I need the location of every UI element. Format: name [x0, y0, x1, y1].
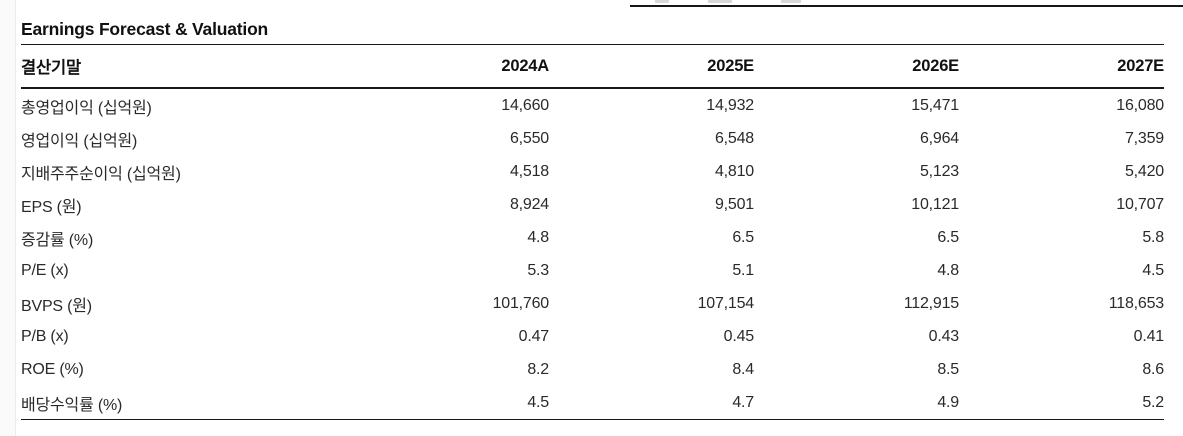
earnings-forecast-table: 결산기말 2024A 2025E 2026E 2027E 총영업이익 (십억원)…: [21, 45, 1164, 420]
cell-value: 118,653: [1108, 294, 1164, 312]
cell-value: 6.5: [732, 228, 754, 246]
table-row: EPS (원) 8,924 9,501 10,121 10,707: [21, 188, 1164, 221]
cell-value: 4.5: [1142, 261, 1164, 279]
cell-value: 6,550: [509, 129, 549, 147]
cell-value: 8.5: [937, 360, 959, 378]
cell-value: 14,660: [501, 96, 549, 114]
row-label: 총영업이익 (십억원): [21, 99, 152, 117]
cell-value: 4.8: [527, 228, 549, 246]
table-row: 배당수익률 (%) 4.5 4.7 4.9 5.2: [21, 386, 1164, 420]
cell-value: 6,548: [714, 129, 754, 147]
row-label: BVPS (원): [21, 297, 92, 315]
cell-value: 107,154: [697, 294, 755, 312]
cell-value: 112,915: [903, 294, 959, 312]
cell-value: 5,420: [1124, 162, 1164, 180]
column-header-2025e: 2025E: [549, 45, 754, 89]
column-header-2026e: 2026E: [754, 45, 959, 89]
row-label: ROE (%): [21, 360, 84, 378]
cell-value: 5.1: [732, 261, 754, 279]
cell-value: 8,924: [509, 195, 549, 213]
cell-value: 10,121: [911, 195, 959, 213]
cell-value: 101,760: [492, 294, 550, 312]
cell-value: 5.8: [1142, 228, 1164, 246]
table-row: 영업이익 (십억원) 6,550 6,548 6,964 7,359: [21, 122, 1164, 155]
table-row: 총영업이익 (십억원) 14,660 14,932 15,471 16,080: [21, 88, 1164, 122]
section-title: Earnings Forecast & Valuation: [21, 19, 1164, 45]
page-left-edge: [0, 0, 16, 436]
cell-value: 14,932: [706, 96, 754, 114]
cell-value: 10,707: [1116, 195, 1164, 213]
table-row: 증감률 (%) 4.8 6.5 6.5 5.8: [21, 221, 1164, 254]
table-row: P/B (x) 0.47 0.45 0.43 0.41: [21, 320, 1164, 353]
cell-value: 5.2: [959, 386, 1164, 420]
cell-value: 4.8: [937, 261, 959, 279]
cell-value: 4,810: [714, 162, 754, 180]
table-row: P/E (x) 5.3 5.1 4.8 4.5: [21, 254, 1164, 287]
row-label: 영업이익 (십억원): [21, 132, 138, 150]
cell-value: 9,501: [714, 195, 754, 213]
cell-value: 4.5: [344, 386, 549, 420]
cell-value: 7,359: [1124, 129, 1164, 147]
cell-value: 5.3: [527, 261, 549, 279]
table-row: ROE (%) 8.2 8.4 8.5 8.6: [21, 353, 1164, 386]
cell-value: 6.5: [937, 228, 959, 246]
report-section: Earnings Forecast & Valuation 결산기말 2024A…: [21, 19, 1164, 420]
row-label: 증감률 (%): [21, 231, 94, 249]
table-row: BVPS (원) 101,760 107,154 112,915 118,653: [21, 287, 1164, 320]
row-label: EPS (원): [21, 198, 82, 216]
cell-value: 8.2: [527, 360, 549, 378]
cell-value: 0.45: [723, 327, 755, 345]
column-header-2027e: 2027E: [959, 45, 1164, 89]
cutoff-text-remnant: [708, 0, 732, 3]
cell-value: 4.9: [754, 386, 959, 420]
cell-value: 0.47: [518, 327, 550, 345]
table-row: 지배주주순이익 (십억원) 4,518 4,810 5,123 5,420: [21, 155, 1164, 188]
cell-value: 0.41: [1133, 327, 1165, 345]
cutoff-text-remnant: [781, 0, 801, 3]
cell-value: 6,964: [919, 129, 959, 147]
column-header-2024a: 2024A: [344, 45, 549, 89]
cell-value: 8.4: [732, 360, 754, 378]
row-label: P/E (x): [21, 261, 69, 279]
row-label: 지배주주순이익 (십억원): [21, 165, 181, 183]
cutoff-text-remnant: [655, 0, 669, 3]
cell-value: 8.6: [1142, 360, 1164, 378]
row-label: 배당수익률 (%): [21, 386, 344, 420]
cell-value: 15,471: [911, 96, 959, 114]
table-header-row: 결산기말 2024A 2025E 2026E 2027E: [21, 45, 1164, 89]
column-header-fiscal-year-end: 결산기말: [21, 45, 344, 89]
cell-value: 5,123: [919, 162, 959, 180]
cell-value: 4,518: [509, 162, 549, 180]
row-label: P/B (x): [21, 327, 69, 345]
cell-value: 4.7: [549, 386, 754, 420]
cell-value: 16,080: [1116, 96, 1164, 114]
cell-value: 0.43: [928, 327, 960, 345]
top-partial-rule: [630, 5, 1183, 7]
